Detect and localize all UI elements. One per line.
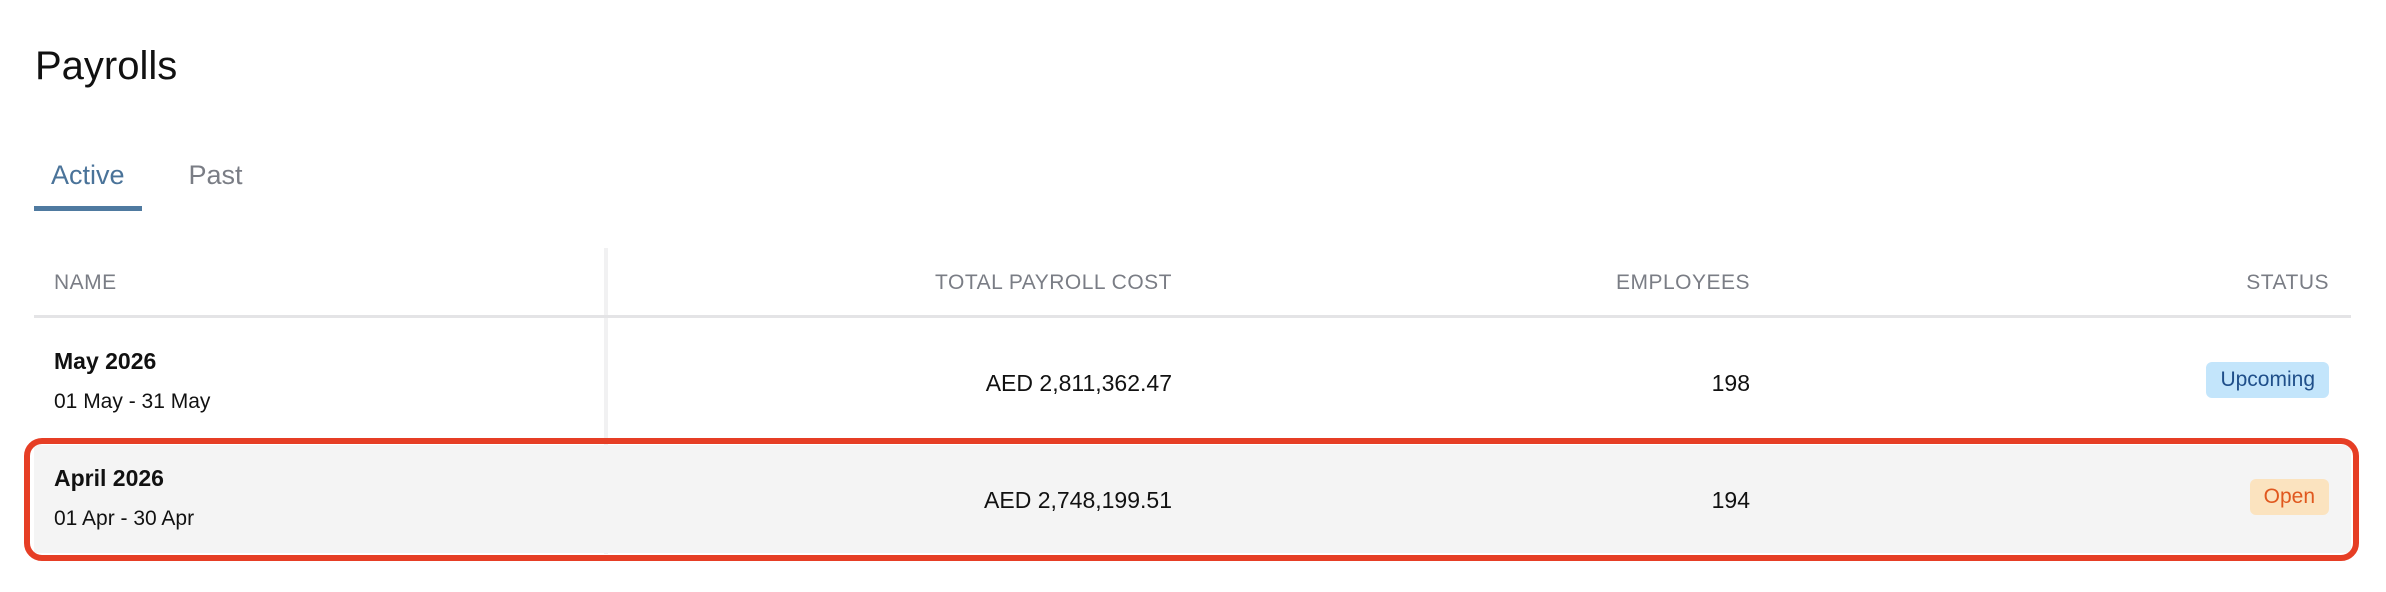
- tab-past[interactable]: Past: [188, 160, 243, 190]
- tab-active[interactable]: Active: [34, 152, 142, 211]
- column-divider: [604, 248, 608, 554]
- payroll-cost: AED 2,811,362.47: [985, 370, 1172, 396]
- status-badge: Open: [2249, 479, 2329, 515]
- payroll-name[interactable]: May 2026: [54, 348, 157, 374]
- payrolls-table: NAME TOTAL PAYROLL COST EMPLOYEES STATUS…: [34, 248, 2351, 554]
- payroll-period: 01 May - 31 May: [54, 390, 211, 413]
- employee-count: 198: [1711, 370, 1750, 396]
- payroll-cost: AED 2,748,199.51: [984, 487, 1172, 513]
- table-row[interactable]: May 2026 01 May - 31 May AED 2,811,362.4…: [34, 318, 2351, 440]
- header-total-cost[interactable]: TOTAL PAYROLL COST: [935, 271, 1172, 294]
- tab-bar: Active Past: [34, 152, 260, 211]
- header-status[interactable]: STATUS: [2246, 271, 2329, 294]
- payroll-period: 01 Apr - 30 Apr: [54, 507, 195, 530]
- page-title: Payrolls: [35, 44, 178, 88]
- status-badge: Upcoming: [2206, 362, 2329, 398]
- header-name[interactable]: NAME: [54, 271, 117, 294]
- header-employees[interactable]: EMPLOYEES: [1615, 271, 1750, 294]
- employee-count: 194: [1711, 487, 1750, 513]
- payroll-name[interactable]: April 2026: [54, 465, 164, 491]
- table-header: NAME TOTAL PAYROLL COST EMPLOYEES STATUS: [34, 248, 2351, 318]
- table-row[interactable]: April 2026 01 Apr - 30 Apr AED 2,748,199…: [34, 445, 2351, 553]
